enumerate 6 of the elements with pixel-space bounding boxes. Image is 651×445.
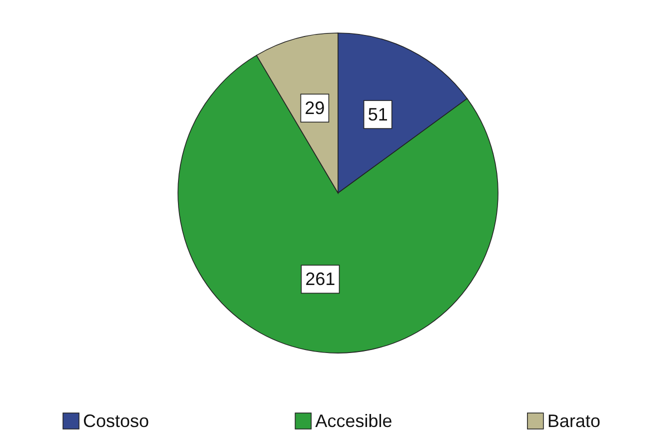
data-label: 261 — [305, 269, 336, 290]
legend-label: Costoso — [83, 411, 150, 431]
legend-label: Barato — [547, 411, 600, 431]
data-label: 29 — [304, 98, 325, 118]
data-label: 51 — [368, 104, 388, 125]
legend-label: Accesible — [315, 411, 392, 431]
